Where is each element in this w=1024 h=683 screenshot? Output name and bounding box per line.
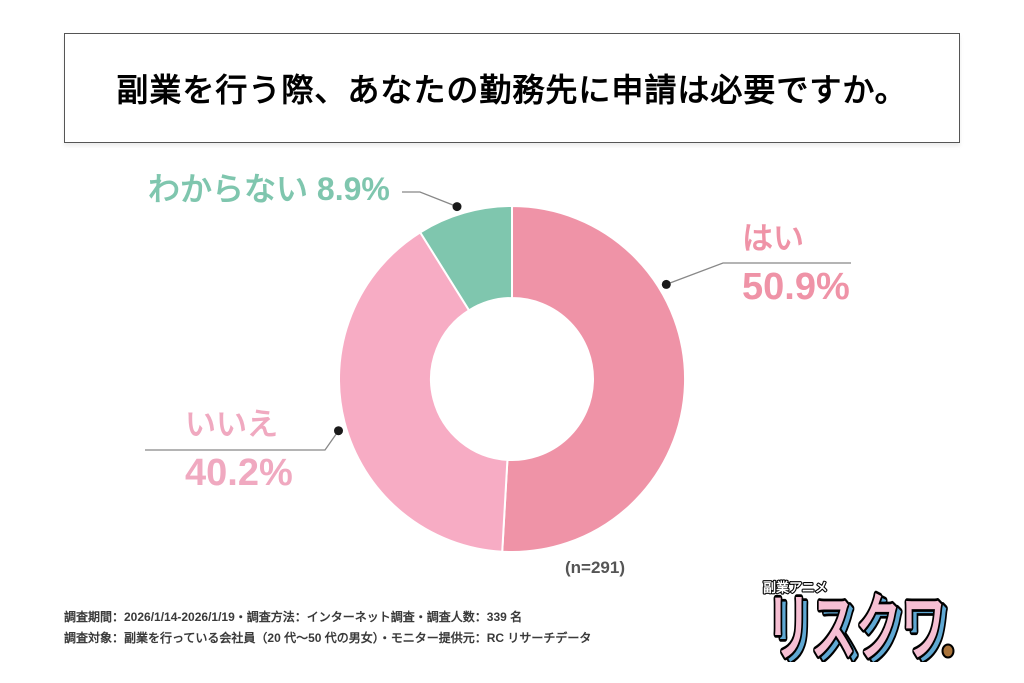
svg-text:リスクワ: リスクワ: [766, 587, 946, 662]
